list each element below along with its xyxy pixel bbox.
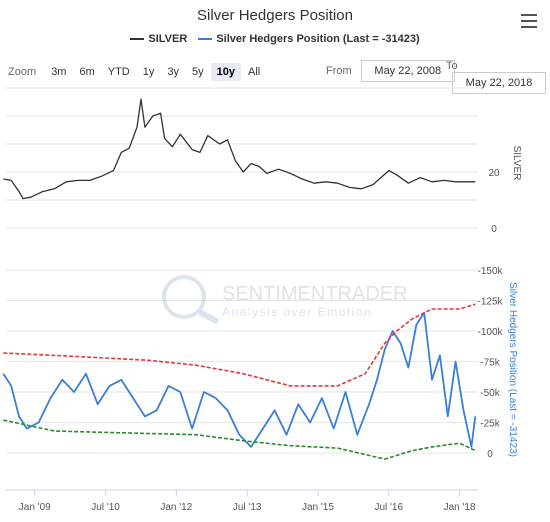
x-tick-label: Jan '15 [302, 502, 334, 513]
y-tick-label-silver: 20 [488, 168, 500, 179]
y-axis-label-silver: SILVER [511, 146, 522, 181]
zoom-button-all[interactable]: All [247, 66, 261, 78]
legend-label: SILVER [148, 33, 188, 45]
legend-label: Silver Hedgers Position (Last = -31423) [216, 33, 420, 45]
range-to-label: To [446, 60, 458, 72]
hedgers-position-line [2, 311, 477, 448]
y-tick-label-silver: 0 [491, 224, 497, 235]
legend-symbol [198, 38, 213, 41]
y-tick-label-hedgers: 0 [487, 449, 493, 460]
zoom-button-6m[interactable]: 6m [79, 66, 95, 78]
legend-item-hedgers[interactable]: Silver Hedgers Position (Last = -31423) [198, 33, 420, 45]
silver-price-line [3, 98, 476, 200]
y-tick-label-hedgers: -125k [477, 297, 503, 308]
watermark-logo-icon [162, 275, 206, 319]
zoom-selector: Zoom 3m 6m YTD 1y 3y 5y 10y All [8, 63, 267, 81]
lower-band-line [3, 419, 476, 460]
range-from-label: From [326, 65, 352, 77]
legend-symbol [130, 38, 145, 41]
zoom-label: Zoom [8, 66, 37, 78]
y-tick-label-hedgers: -100k [477, 327, 503, 338]
x-tick-label: Jul '10 [91, 502, 120, 513]
legend-item-silver[interactable]: SILVER [130, 33, 187, 45]
watermark-text: SENTIMENTRADER [222, 283, 408, 305]
range-from-input[interactable]: May 22, 2008 [360, 60, 455, 82]
zoom-button-10y[interactable]: 10y [210, 63, 241, 81]
hamburger-menu-icon[interactable] [521, 14, 537, 28]
zoom-button-1y[interactable]: 1y [142, 66, 155, 78]
y-tick-label-hedgers: -50k [480, 388, 500, 399]
range-to: To May 22, 2018 [446, 60, 550, 94]
y-axis-label-hedgers: Silver Hedgers Position (Last = -31423) [507, 282, 518, 457]
zoom-button-3m[interactable]: 3m [51, 66, 67, 78]
y-tick-label-hedgers: -75k [480, 358, 500, 369]
zoom-button-3y[interactable]: 3y [167, 66, 179, 78]
range-to-input[interactable]: May 22, 2018 [452, 72, 546, 94]
zoom-button-ytd[interactable]: YTD [107, 66, 130, 78]
x-tick-label: Jul '16 [374, 502, 403, 513]
watermark-subtext: Analysis over Emotion [222, 305, 372, 319]
range-from: From May 22, 2008 [326, 60, 455, 82]
upper-band-line [3, 303, 476, 387]
x-tick-label: Jul '13 [233, 502, 262, 513]
watermark-logo-handle [196, 308, 220, 325]
y-tick-label-hedgers: -25k [480, 419, 500, 430]
x-tick-label: Jan '12 [160, 502, 192, 513]
chart-title: Silver Hedgers Position [197, 7, 353, 24]
y-tick-label-hedgers: -150k [477, 266, 503, 277]
x-tick-label: Jan '18 [444, 502, 476, 513]
legend: SILVER Silver Hedgers Position (Last = -… [0, 33, 550, 45]
x-tick-label: Jan '09 [19, 502, 51, 513]
zoom-button-5y[interactable]: 5y [192, 66, 204, 78]
